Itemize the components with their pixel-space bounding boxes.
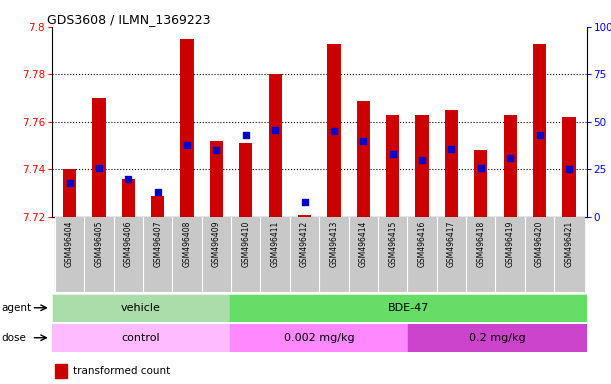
Bar [408,324,587,352]
Text: GSM496421: GSM496421 [565,221,574,267]
Text: GDS3608 / ILMN_1369223: GDS3608 / ILMN_1369223 [46,13,210,26]
Bar [63,169,76,217]
Bar [92,98,106,217]
Point [505,155,515,161]
Bar [474,151,488,217]
Bar [172,217,202,292]
Text: GSM496412: GSM496412 [300,221,309,267]
Point [476,164,486,170]
Bar [210,141,223,217]
Text: GSM496414: GSM496414 [359,221,368,267]
Text: GSM496407: GSM496407 [153,221,162,267]
Bar [554,217,584,292]
Text: GSM496409: GSM496409 [212,221,221,267]
Text: 0.002 mg/kg: 0.002 mg/kg [284,333,354,343]
Text: 0.2 mg/kg: 0.2 mg/kg [469,333,526,343]
Point [123,176,133,182]
Text: GSM496408: GSM496408 [183,221,192,267]
Bar [466,217,496,292]
Text: vehicle: vehicle [121,303,161,313]
Text: GSM496411: GSM496411 [271,221,280,267]
Bar [327,43,340,217]
Bar [357,101,370,217]
Point [211,147,221,154]
Text: GSM496420: GSM496420 [535,221,544,267]
Point [153,189,163,195]
Bar [55,364,67,378]
Bar [290,217,319,292]
Bar [231,217,260,292]
Bar [503,115,517,217]
Bar [349,217,378,292]
Bar [114,217,143,292]
Point [564,166,574,172]
Bar [230,294,587,322]
Text: transformed count: transformed count [73,366,170,376]
Text: agent: agent [1,303,31,313]
Text: GSM496416: GSM496416 [417,221,426,267]
Bar [319,217,349,292]
Text: GSM496404: GSM496404 [65,221,74,267]
Bar [52,324,230,352]
Bar [151,195,164,217]
Point [535,132,544,138]
Bar [239,143,252,217]
Text: GSM496410: GSM496410 [241,221,251,267]
Bar [269,74,282,217]
Bar [180,39,194,217]
Text: GSM496419: GSM496419 [506,221,514,267]
Bar [437,217,466,292]
Bar [230,324,408,352]
Point [388,151,398,157]
Bar [408,217,437,292]
Bar [562,117,576,217]
Bar [298,215,311,217]
Bar [525,217,554,292]
Bar [122,179,135,217]
Bar [52,294,230,322]
Text: GSM496413: GSM496413 [329,221,338,267]
Point [299,199,309,205]
Bar [496,217,525,292]
Point [329,128,339,134]
Bar [415,115,429,217]
Point [359,138,368,144]
Point [241,132,251,138]
Bar [202,217,231,292]
Bar [143,217,172,292]
Point [447,146,456,152]
Point [182,142,192,148]
Point [65,180,75,186]
Point [270,126,280,132]
Bar [84,217,114,292]
Text: GSM496415: GSM496415 [388,221,397,267]
Bar [533,43,546,217]
Point [94,164,104,170]
Bar [260,217,290,292]
Text: dose: dose [1,333,26,343]
Text: GSM496406: GSM496406 [124,221,133,267]
Bar [55,217,84,292]
Text: GSM496418: GSM496418 [477,221,485,267]
Text: control: control [122,333,160,343]
Bar [445,110,458,217]
Bar [386,115,400,217]
Text: GSM496417: GSM496417 [447,221,456,267]
Bar [378,217,408,292]
Text: BDE-47: BDE-47 [387,303,429,313]
Point [417,157,427,163]
Text: GSM496405: GSM496405 [95,221,103,267]
